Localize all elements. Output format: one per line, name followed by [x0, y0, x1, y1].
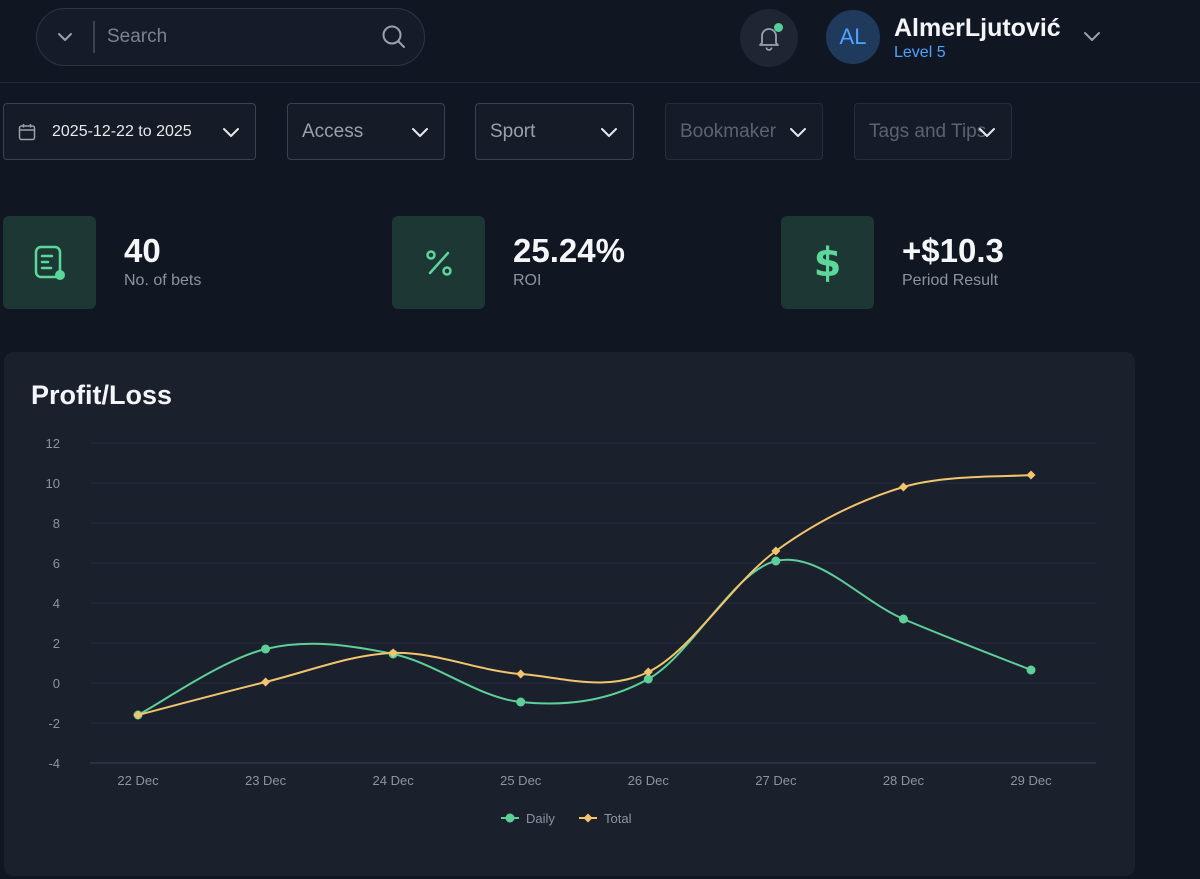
search-input[interactable] — [95, 9, 364, 65]
bookmaker-filter[interactable]: Bookmaker — [665, 103, 823, 160]
bets-count-label: No. of bets — [124, 272, 202, 289]
total-series-line — [137, 474, 1032, 716]
receipt-icon — [3, 216, 96, 309]
chevron-down-icon — [412, 128, 428, 137]
x-tick-label: 24 Dec — [373, 773, 415, 788]
bets-count: 40 — [124, 232, 161, 269]
roi-value: 25.24% — [513, 232, 625, 269]
x-tick-label: 29 Dec — [1010, 773, 1052, 788]
x-tick-label: 27 Dec — [755, 773, 797, 788]
daily-legend-label: Daily — [526, 811, 555, 826]
avatar[interactable]: AL — [826, 10, 880, 64]
daily-data-point — [261, 644, 271, 654]
roi-label: ROI — [513, 272, 542, 289]
x-tick-label: 28 Dec — [883, 773, 925, 788]
x-tick-label: 26 Dec — [628, 773, 670, 788]
daily-series-line — [137, 558, 1032, 716]
search-icon[interactable] — [364, 9, 424, 65]
daily-data-point — [898, 614, 908, 624]
bookmaker-filter-label: Bookmaker — [680, 120, 777, 142]
chart-title: Profit/Loss — [31, 380, 173, 410]
calendar-icon — [18, 123, 36, 141]
profit-loss-chart-card: Profit/Loss -4 -2 0 2 4 6 8 10 12 22 Dec 23 Dec 24 … — [4, 352, 1135, 876]
chevron-down-icon — [601, 128, 617, 137]
x-tick-label: 23 Dec — [245, 773, 287, 788]
date-range-filter[interactable]: 2025-12-22 to 2025 — [3, 103, 256, 160]
search-filter-chevron-down-icon[interactable] — [37, 9, 93, 65]
search-divider — [93, 21, 95, 53]
period-result-label: Period Result — [902, 272, 999, 289]
access-filter[interactable]: Access — [287, 103, 445, 160]
account-menu-chevron-down-icon[interactable] — [1080, 24, 1104, 48]
daily-legend-marker — [505, 813, 515, 823]
profit-loss-chart: -4 -2 0 2 4 6 8 10 12 22 Dec 23 Dec 24 Dec 25 Dec 26 … — [46, 436, 1096, 826]
tags-filter-label: Tags and Tips — [869, 120, 987, 142]
percent-icon — [392, 216, 485, 309]
chevron-down-icon — [790, 128, 806, 137]
period-result-value: +$10.3 — [902, 232, 1004, 269]
x-tick-label: 22 Dec — [117, 773, 159, 788]
daily-data-point — [1026, 665, 1036, 675]
daily-data-point — [516, 697, 526, 707]
total-data-point — [771, 546, 781, 556]
total-data-point — [516, 669, 526, 679]
tags-filter[interactable]: Tags and Tips — [854, 103, 1012, 160]
y-tick-label: 2 — [53, 636, 60, 651]
total-legend-label: Total — [604, 811, 632, 826]
total-data-point — [1026, 470, 1036, 480]
search-bar — [36, 8, 425, 66]
y-tick-label: -2 — [48, 716, 60, 731]
top-bar: AL AlmerLjutović Level 5 — [0, 0, 1200, 83]
y-tick-label: 10 — [46, 476, 60, 491]
daily-data-point — [643, 674, 653, 684]
total-data-point — [261, 677, 271, 687]
y-tick-label: 12 — [46, 436, 60, 451]
user-level: Level 5 — [894, 44, 946, 61]
x-tick-label: 25 Dec — [500, 773, 542, 788]
daily-data-point — [771, 556, 781, 566]
date-range-value: 2025-12-22 to 2025 — [52, 122, 192, 140]
y-tick-label: 8 — [53, 516, 60, 531]
chevron-down-icon — [223, 128, 239, 137]
total-legend-marker — [583, 813, 593, 823]
y-tick-label: 4 — [53, 596, 60, 611]
sport-filter[interactable]: Sport — [475, 103, 634, 160]
total-data-point — [898, 482, 908, 492]
y-tick-label: 6 — [53, 556, 60, 571]
notification-dot — [774, 23, 783, 32]
user-name[interactable]: AlmerLjutović — [894, 14, 1061, 42]
bell-icon — [759, 28, 779, 51]
y-tick-label: 0 — [53, 676, 60, 691]
sport-filter-label: Sport — [490, 120, 536, 142]
chevron-down-icon — [979, 128, 995, 137]
total-data-point — [643, 667, 653, 677]
total-data-point — [388, 648, 398, 658]
access-filter-label: Access — [302, 120, 364, 142]
total-data-point — [133, 710, 143, 720]
y-tick-label: -4 — [48, 756, 60, 771]
notifications-button[interactable] — [740, 9, 798, 67]
dollar-icon: $ — [781, 216, 874, 309]
